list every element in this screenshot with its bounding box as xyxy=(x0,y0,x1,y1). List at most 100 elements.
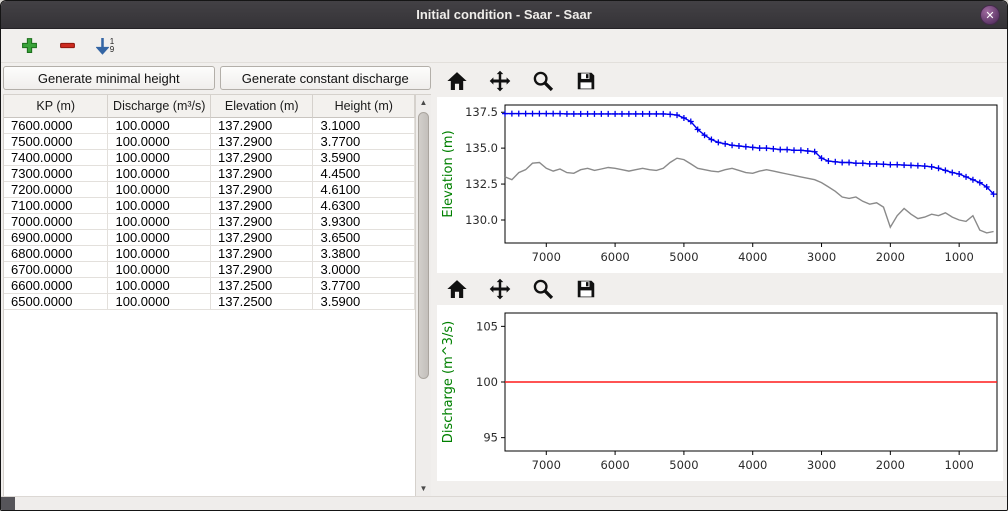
table-cell[interactable]: 6900.0000 xyxy=(4,230,109,246)
zoom-icon xyxy=(533,279,554,300)
table-cell[interactable]: 137.2900 xyxy=(210,230,314,246)
table-cell[interactable]: 100.0000 xyxy=(108,198,211,214)
table-cell[interactable]: 137.2500 xyxy=(210,278,314,294)
remove-row-button[interactable] xyxy=(55,34,79,58)
generate-buttons-row: Generate minimal height Generate constan… xyxy=(3,66,431,90)
table-scrollbar[interactable]: ▲ ▼ xyxy=(415,95,431,496)
close-button[interactable]: ✕ xyxy=(980,5,1000,25)
svg-text:135.0: 135.0 xyxy=(465,141,498,155)
table-cell[interactable]: 6500.0000 xyxy=(4,294,109,310)
svg-text:Discharge (m^3/s): Discharge (m^3/s) xyxy=(441,321,456,443)
table-cell[interactable]: 7000.0000 xyxy=(4,214,109,230)
table-cell[interactable]: 100.0000 xyxy=(108,118,211,134)
home-icon xyxy=(447,280,467,298)
table-cell[interactable]: 3.1000 xyxy=(313,118,415,134)
svg-text:137.5: 137.5 xyxy=(465,105,498,119)
svg-text:5000: 5000 xyxy=(669,250,698,264)
table-cell[interactable]: 7200.0000 xyxy=(4,182,109,198)
scrollbar-thumb[interactable] xyxy=(418,112,429,380)
table-cell[interactable]: 3.7700 xyxy=(313,134,415,150)
svg-text:4000: 4000 xyxy=(738,458,767,472)
home-button[interactable] xyxy=(445,69,469,93)
svg-text:Elevation (m): Elevation (m) xyxy=(441,130,456,217)
column-header[interactable]: Height (m) xyxy=(313,95,415,118)
table-cell[interactable]: 4.4500 xyxy=(313,166,415,182)
table-cell[interactable]: 100.0000 xyxy=(108,262,211,278)
table-cell[interactable]: 137.2900 xyxy=(210,166,314,182)
table-cell[interactable]: 7300.0000 xyxy=(4,166,109,182)
content: Generate minimal height Generate constan… xyxy=(1,63,1007,496)
table-cell[interactable]: 137.2500 xyxy=(210,294,314,310)
sort-rows-button[interactable]: 1 9 xyxy=(93,34,117,58)
table-cell[interactable]: 3.6500 xyxy=(313,230,415,246)
main-toolbar: 1 9 xyxy=(1,29,1007,63)
scrollbar-track[interactable] xyxy=(416,110,431,481)
svg-text:130.0: 130.0 xyxy=(465,213,498,227)
bottom-strip xyxy=(1,496,1007,510)
table-cell[interactable]: 137.2900 xyxy=(210,134,314,150)
table-cell[interactable]: 3.3800 xyxy=(313,246,415,262)
table-row: 6700.0000 100.0000 137.2900 3.0000 xyxy=(4,262,415,278)
table-cell[interactable]: 100.0000 xyxy=(108,214,211,230)
zoom-button[interactable] xyxy=(531,69,555,93)
table-cell[interactable]: 137.2900 xyxy=(210,262,314,278)
discharge-chart[interactable]: 7000 6000 5000 4000 3000 2000 1000 95 100 105 Disc… xyxy=(437,305,1003,481)
table-body: 7600.0000 100.0000 137.2900 3.1000 7500.0000… xyxy=(4,118,415,310)
pan-button[interactable] xyxy=(488,69,512,93)
table-cell[interactable]: 6800.0000 xyxy=(4,246,109,262)
table-cell[interactable]: 3.5900 xyxy=(313,294,415,310)
table-cell[interactable]: 3.5900 xyxy=(313,150,415,166)
table-cell[interactable]: 137.2900 xyxy=(210,118,314,134)
save-button[interactable] xyxy=(574,69,598,93)
column-header[interactable]: Discharge (m³/s) xyxy=(108,95,211,118)
table-cell[interactable]: 7400.0000 xyxy=(4,150,109,166)
add-row-button[interactable] xyxy=(17,34,41,58)
svg-text:132.5: 132.5 xyxy=(465,177,498,191)
right-panel: 7000 6000 5000 4000 3000 2000 1000 130.0 132.5 13… xyxy=(433,63,1007,496)
column-header[interactable]: Elevation (m) xyxy=(210,95,314,118)
table-cell[interactable]: 7500.0000 xyxy=(4,134,109,150)
table-cell[interactable]: 4.6300 xyxy=(313,198,415,214)
table-cell[interactable]: 137.2900 xyxy=(210,150,314,166)
table-cell[interactable]: 100.0000 xyxy=(108,294,211,310)
left-panel: Generate minimal height Generate constan… xyxy=(1,63,433,496)
generate-minimal-height-button[interactable]: Generate minimal height xyxy=(3,66,215,90)
table-cell[interactable]: 137.2900 xyxy=(210,214,314,230)
column-header[interactable]: KP (m) xyxy=(4,95,109,118)
titlebar[interactable]: Initial condition - Saar - Saar ✕ xyxy=(1,1,1007,29)
table-cell[interactable]: 7100.0000 xyxy=(4,198,109,214)
window-title: Initial condition - Saar - Saar xyxy=(416,7,592,22)
table-cell[interactable]: 3.0000 xyxy=(313,262,415,278)
pan-button[interactable] xyxy=(488,277,512,301)
table-cell[interactable]: 100.0000 xyxy=(108,230,211,246)
table-cell[interactable]: 100.0000 xyxy=(108,246,211,262)
scroll-up-icon[interactable]: ▲ xyxy=(419,98,428,107)
table-cell[interactable]: 100.0000 xyxy=(108,134,211,150)
zoom-icon xyxy=(533,71,554,92)
zoom-button[interactable] xyxy=(531,277,555,301)
svg-text:7000: 7000 xyxy=(532,250,561,264)
table-cell[interactable]: 6700.0000 xyxy=(4,262,109,278)
home-button[interactable] xyxy=(445,277,469,301)
table-cell[interactable]: 6600.0000 xyxy=(4,278,109,294)
table-row: 7600.0000 100.0000 137.2900 3.1000 xyxy=(4,118,415,134)
sort-rows-icon xyxy=(95,37,109,55)
table-cell[interactable]: 100.0000 xyxy=(108,278,211,294)
table-cell[interactable]: 137.2900 xyxy=(210,246,314,262)
save-button[interactable] xyxy=(574,277,598,301)
table-cell[interactable]: 100.0000 xyxy=(108,150,211,166)
table-cell[interactable]: 137.2900 xyxy=(210,198,314,214)
table-cell[interactable]: 3.9300 xyxy=(313,214,415,230)
resize-grip[interactable] xyxy=(1,497,15,510)
generate-constant-discharge-button[interactable]: Generate constant discharge xyxy=(219,66,431,90)
table-cell[interactable]: 100.0000 xyxy=(108,182,211,198)
table-cell[interactable]: 4.6100 xyxy=(313,182,415,198)
table-cell[interactable]: 100.0000 xyxy=(108,166,211,182)
table-row: 7400.0000 100.0000 137.2900 3.5900 xyxy=(4,150,415,166)
table-cell[interactable]: 7600.0000 xyxy=(4,118,109,134)
scroll-down-icon[interactable]: ▼ xyxy=(419,484,428,493)
table-cell[interactable]: 137.2900 xyxy=(210,182,314,198)
table-cell[interactable]: 3.7700 xyxy=(313,278,415,294)
elevation-chart[interactable]: 7000 6000 5000 4000 3000 2000 1000 130.0 132.5 13… xyxy=(437,97,1003,273)
